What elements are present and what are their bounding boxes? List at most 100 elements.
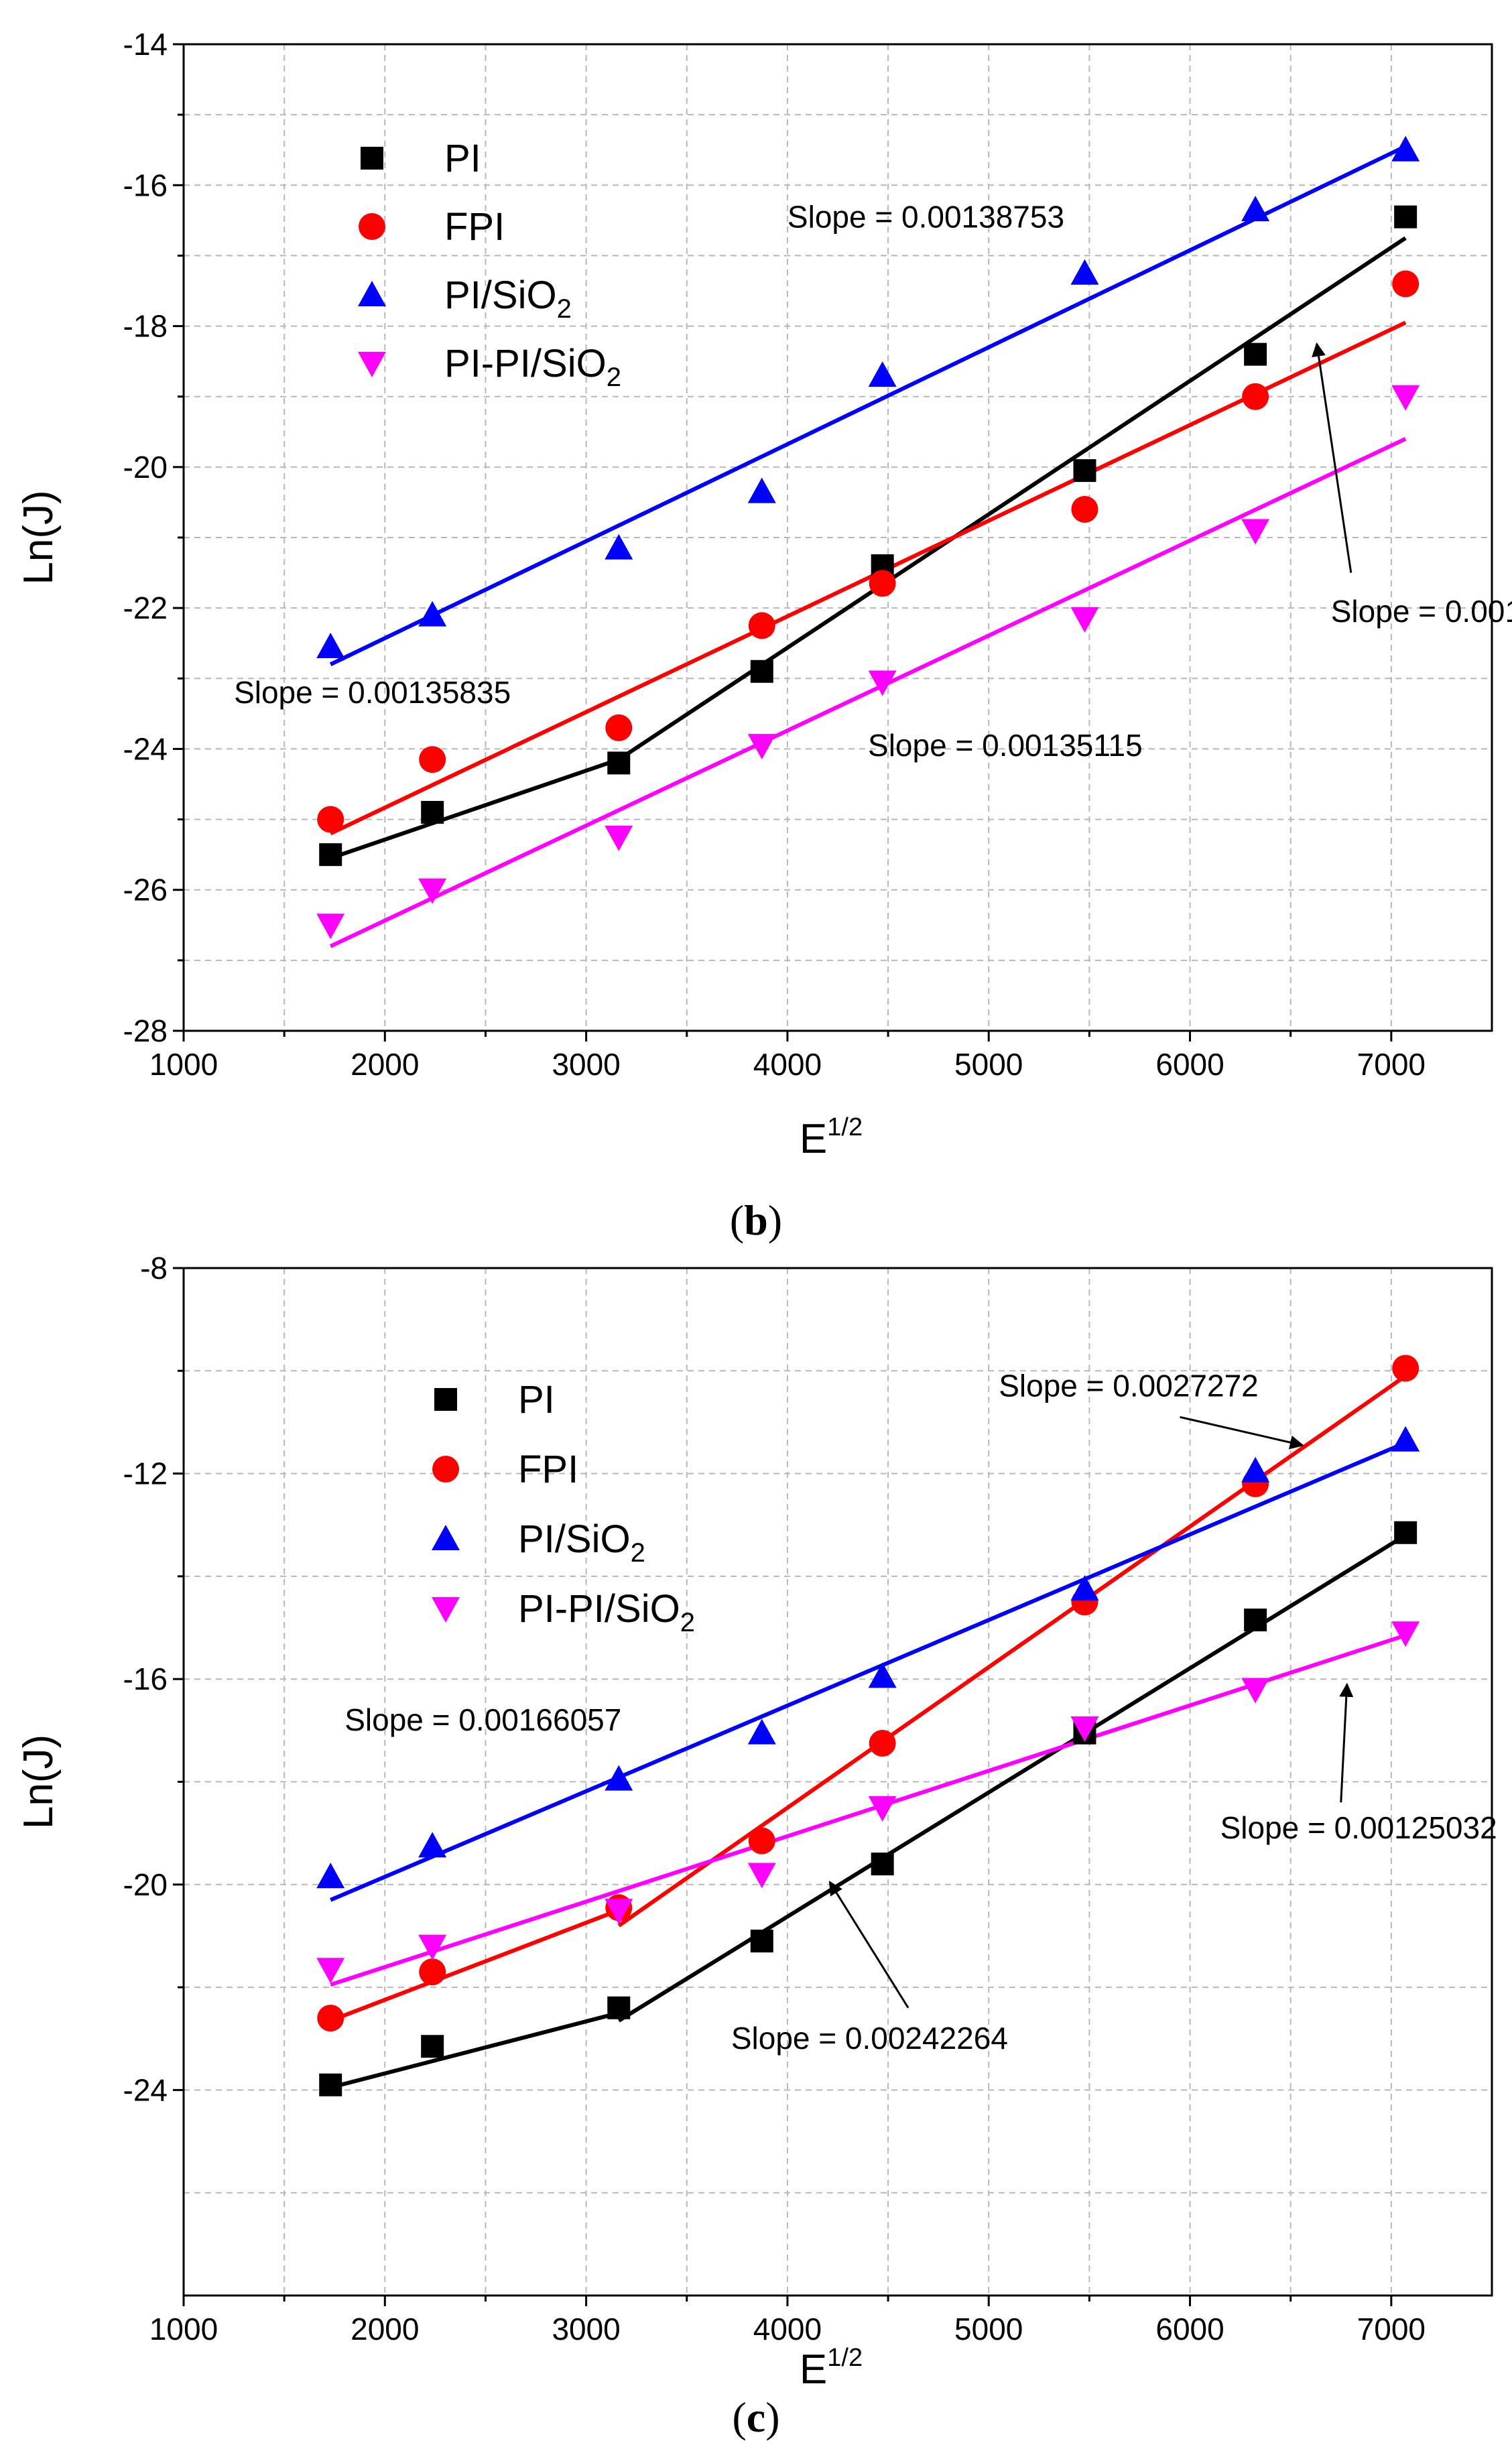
slope-annotation: Slope = 0.00135835 [234, 675, 511, 710]
data-point [418, 1832, 447, 1858]
panel-label-open: ( [732, 2393, 746, 2441]
data-point [1394, 1521, 1418, 1544]
legend-label-text: PI [518, 1378, 555, 1422]
legend-label-subscript: 2 [680, 1608, 695, 1637]
data-point [747, 477, 776, 503]
data-point [607, 751, 631, 775]
y-axis-ticks: -24 -20 -16 -12 -8 [123, 1251, 184, 2107]
y-tick-label: -24 [123, 2072, 168, 2107]
panel-label-letter: b [744, 1196, 768, 1244]
data-point [418, 601, 447, 627]
data-point [1394, 205, 1418, 229]
y-tick-label: -20 [123, 1867, 168, 1902]
x-axis-label-text: E [800, 2346, 827, 2393]
x-axis-label: E1/2 [800, 1113, 863, 1162]
data-point [605, 533, 633, 560]
legend-label-text: FPI [444, 205, 505, 249]
x-tick-label: 5000 [954, 1047, 1023, 1082]
data-point [418, 1934, 447, 1960]
annotation-arrow [1312, 342, 1352, 573]
series-pi-sio2 [316, 1426, 1420, 1889]
legend-label: PI/SiO2 [518, 1517, 645, 1568]
x-tick-label: 2000 [351, 2312, 419, 2346]
data-point [316, 1958, 345, 1984]
x-tick-label: 5000 [954, 2312, 1023, 2346]
y-axis-label: Ln(J) [15, 490, 62, 584]
legend-label-text: PI/SiO [444, 273, 557, 317]
grid-lines [184, 44, 1492, 1031]
panel-label-close: ) [765, 2393, 779, 2441]
legend-label-text: PI-PI/SiO [444, 342, 607, 385]
data-point [1241, 519, 1270, 545]
legend-marker [432, 1597, 460, 1623]
legend-marker [359, 213, 385, 240]
y-tick-label: -12 [123, 1456, 168, 1491]
legend-marker [361, 147, 383, 170]
legend-label-text: PI-PI/SiO [518, 1587, 680, 1631]
y-tick-label: -16 [123, 1661, 168, 1696]
panel-label-letter: c [747, 2393, 765, 2441]
series-pi [319, 1521, 1418, 2096]
slope-annotation: Slope = 0.00138753 [788, 199, 1064, 234]
y-tick-label: -20 [123, 450, 168, 485]
data-point [868, 1796, 897, 1822]
data-point [871, 1853, 894, 1876]
data-point [317, 2005, 344, 2032]
x-tick-label: 6000 [1155, 2312, 1224, 2346]
x-tick-label: 3000 [552, 1047, 620, 1082]
data-point [750, 660, 773, 683]
legend-label: PI-PI/SiO2 [518, 1587, 695, 1637]
chart-panel-b: 1000 2000 3000 4000 5000 6000 7000 -28 -26 -24 -22… [15, 27, 1512, 1244]
legend-marker [358, 352, 386, 377]
legend-label: FPI [518, 1448, 578, 1491]
data-point [316, 1863, 345, 1889]
annotation-arrow [1339, 1682, 1354, 1803]
data-point [747, 1718, 776, 1745]
x-tick-label: 2000 [351, 1047, 419, 1082]
fit-line-fpi [330, 1908, 620, 2023]
grid-lines [184, 1268, 1492, 2296]
data-point [747, 1863, 776, 1889]
data-point [1073, 459, 1096, 483]
fit-line-pi-pi-sio2 [330, 1633, 1407, 1987]
legend-label-text: PI/SiO [518, 1517, 631, 1561]
legend-label-subscript: 2 [557, 294, 572, 324]
legend-marker [434, 1388, 457, 1411]
series-pi-pi-sio2 [316, 385, 1420, 940]
y-tick-label: -18 [123, 309, 168, 344]
panel-label-close: ) [768, 1196, 782, 1244]
data-point [1392, 1355, 1420, 1382]
data-point [316, 632, 345, 658]
annotation-arrow [1180, 1416, 1304, 1450]
data-point [869, 570, 896, 597]
y-tick-label: -24 [123, 731, 168, 766]
data-point [1244, 342, 1267, 366]
panel-label-open: ( [730, 1196, 744, 1244]
data-point [1391, 1621, 1420, 1647]
legend-label: PI-PI/SiO2 [444, 342, 621, 392]
x-tick-label: 1000 [149, 2312, 218, 2346]
data-point [1391, 385, 1420, 411]
legend-label-subscript: 2 [607, 363, 621, 392]
x-tick-label: 3000 [552, 2312, 620, 2346]
x-tick-label: 1000 [149, 1047, 218, 1082]
legend-label-subscript: 2 [631, 1538, 645, 1568]
slope-annotation: Slope = 0.00242264 [731, 2021, 1008, 2056]
data-point [1241, 1456, 1270, 1483]
data-point [605, 1765, 633, 1791]
y-axis-ticks: -28 -26 -24 -22 -20 -18 -16 -14 [123, 27, 184, 1048]
data-point [748, 612, 775, 639]
fit-line-pi-sio2 [330, 1440, 1407, 1902]
legend-marker [358, 281, 386, 306]
x-axis-ticks: 1000 2000 3000 4000 5000 6000 7000 [149, 2296, 1426, 2346]
legend-label: PI/SiO2 [444, 273, 572, 324]
data-point [750, 1930, 773, 1953]
x-tick-label: 4000 [753, 1047, 822, 1082]
y-tick-label: -16 [123, 168, 168, 202]
data-point [868, 1662, 897, 1688]
data-point [419, 746, 446, 773]
y-tick-label: -14 [123, 27, 168, 62]
y-tick-label: -28 [123, 1013, 168, 1048]
fit-line-fpi [329, 320, 1407, 836]
